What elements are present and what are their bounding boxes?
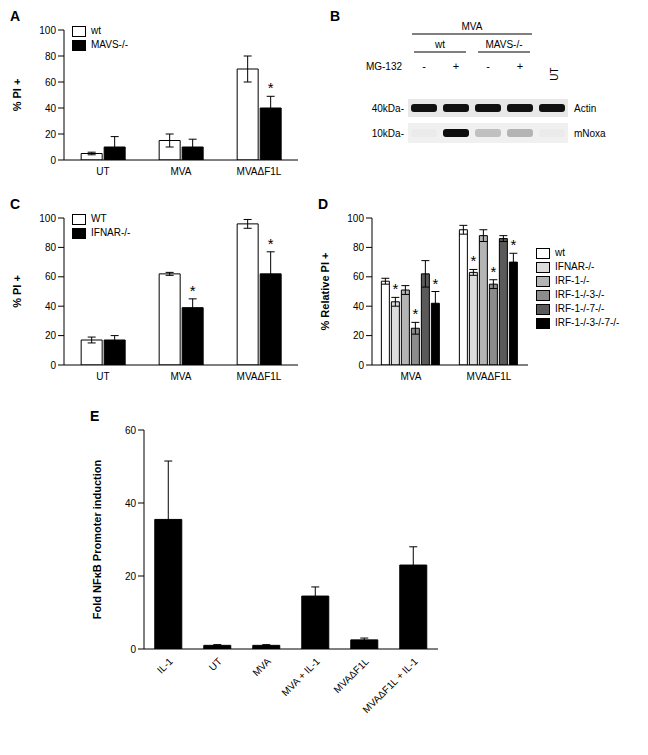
html-text:D: D — [318, 196, 329, 212]
html-text:IFNAR-/-: IFNAR-/- — [555, 261, 595, 272]
svg-text:20: 20 — [45, 330, 57, 341]
svg-text:MVAΔF1L: MVAΔF1L — [467, 371, 512, 382]
svg-text:MAVS-/-: MAVS-/- — [485, 39, 522, 50]
svg-text:mNoxa: mNoxa — [574, 128, 606, 139]
svg-text:0: 0 — [130, 644, 136, 655]
svg-text:20: 20 — [125, 571, 137, 582]
svg-text:MVA: MVA — [250, 655, 273, 678]
svg-text:MVA: MVA — [462, 21, 483, 32]
html-text:IRF-1-/-3-/-7-/-: IRF-1-/-3-/-7-/- — [555, 317, 620, 328]
svg-text:0: 0 — [50, 155, 56, 166]
html-text:B: B — [330, 8, 341, 24]
svg-text:100: 100 — [39, 25, 56, 36]
svg-text:60: 60 — [353, 271, 365, 282]
svg-text:80: 80 — [45, 51, 57, 62]
svg-text:20: 20 — [353, 330, 365, 341]
svg-text:*: * — [268, 79, 274, 96]
html-text:C: C — [10, 196, 21, 212]
html-text:wt: wt — [555, 247, 565, 258]
svg-text:*: * — [392, 280, 398, 297]
svg-text:40: 40 — [45, 301, 57, 312]
html-text:A: A — [10, 8, 21, 24]
svg-text:0: 0 — [50, 360, 56, 371]
html-text:WT: WT — [91, 213, 107, 224]
svg-text:UT: UT — [549, 67, 560, 80]
svg-text:*: * — [432, 275, 438, 292]
svg-text:80: 80 — [45, 242, 57, 253]
svg-text:40: 40 — [45, 103, 57, 114]
svg-text:% PI +: % PI + — [11, 275, 23, 308]
svg-text:MVA: MVA — [171, 166, 192, 177]
svg-text:100: 100 — [347, 213, 364, 224]
svg-text:% Relative PI +: % Relative PI + — [319, 253, 331, 331]
svg-text:MG-132: MG-132 — [366, 61, 403, 72]
svg-text:*: * — [490, 263, 496, 280]
svg-text:0: 0 — [358, 360, 364, 371]
svg-text:40: 40 — [353, 301, 365, 312]
svg-text:*: * — [190, 282, 196, 299]
html-text:IFNAR-/-: IFNAR-/- — [91, 227, 131, 238]
html-text:E: E — [90, 408, 100, 424]
svg-text:+: + — [517, 60, 523, 72]
svg-text:20: 20 — [45, 129, 57, 140]
svg-text:MVA + IL-1: MVA + IL-1 — [279, 655, 322, 698]
svg-text:40: 40 — [125, 498, 137, 509]
svg-text:MVAΔF1L: MVAΔF1L — [237, 166, 282, 177]
svg-text:60: 60 — [125, 425, 137, 436]
html-text:IRF-1-/-3-/-: IRF-1-/-3-/- — [555, 289, 605, 300]
svg-text:MVAΔF1L + IL-1: MVAΔF1L + IL-1 — [360, 655, 420, 715]
svg-text:80: 80 — [353, 242, 365, 253]
svg-text:*: * — [412, 305, 418, 322]
svg-text:60: 60 — [45, 271, 57, 282]
svg-text:+: + — [453, 60, 459, 72]
svg-text:*: * — [470, 252, 476, 269]
svg-text:Fold NFκB Promoter induction: Fold NFκB Promoter induction — [91, 459, 103, 619]
svg-text:MVA: MVA — [401, 371, 422, 382]
html-text:IRF-1-/-7-/-: IRF-1-/-7-/- — [555, 303, 605, 314]
svg-text:UT: UT — [207, 656, 224, 673]
svg-text:60: 60 — [45, 77, 57, 88]
svg-text:*: * — [268, 235, 274, 252]
html-text:IRF-1-/-: IRF-1-/- — [555, 275, 590, 286]
svg-text:-: - — [422, 60, 426, 72]
html-text:MAVS-/-: MAVS-/- — [91, 39, 128, 50]
svg-text:% PI +: % PI + — [11, 79, 23, 112]
svg-text:MVAΔF1L: MVAΔF1L — [331, 655, 371, 695]
svg-text:40kDa-: 40kDa- — [372, 103, 404, 114]
svg-text:*: * — [510, 236, 516, 253]
svg-text:-: - — [486, 60, 490, 72]
svg-text:10kDa-: 10kDa- — [372, 128, 404, 139]
svg-text:UT: UT — [96, 166, 109, 177]
svg-text:MVA: MVA — [171, 371, 192, 382]
svg-text:IL-1: IL-1 — [155, 655, 175, 675]
html-text:wt: wt — [91, 25, 101, 36]
svg-text:Actin: Actin — [574, 103, 596, 114]
svg-text:100: 100 — [39, 213, 56, 224]
svg-text:wt: wt — [434, 39, 445, 50]
svg-text:UT: UT — [96, 371, 109, 382]
svg-text:MVAΔF1L: MVAΔF1L — [237, 371, 282, 382]
